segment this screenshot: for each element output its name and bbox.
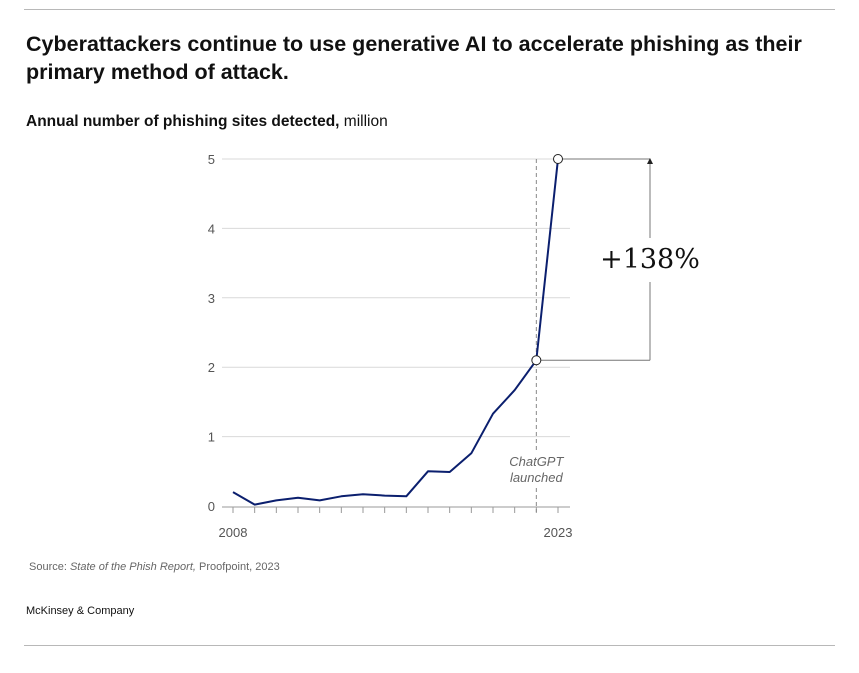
highlighted-data-point [553,154,563,164]
bracket-arrowhead [647,158,653,164]
event-label-background [503,451,570,487]
x-tick-label: 2008 [219,525,248,540]
subtitle-measure: Annual number of phishing sites detected… [26,113,340,130]
y-tick-label: 3 [208,291,215,306]
y-tick-label: 4 [208,221,215,236]
bottom-divider [24,645,835,646]
highlighted-data-point [531,355,542,366]
chart-subtitle: Annual number of phishing sites detected… [26,113,388,131]
y-tick-label: 2 [208,360,215,375]
subtitle-unit: million [339,113,388,130]
source-publisher: Proofpoint, 2023 [195,561,280,573]
source-prefix: Source: [29,561,70,573]
top-divider [24,9,835,10]
series-line [232,158,559,506]
brand-logo-text: McKinsey & Company [26,605,135,617]
growth-label-background [602,238,698,282]
event-label-line1: ChatGPT [509,454,564,469]
source-report: State of the Phish Report, [69,561,196,573]
event-label-line2: launched [510,470,564,485]
growth-label: +138% [600,244,700,275]
y-tick-label: 1 [208,430,215,445]
y-tick-label: 5 [208,152,215,167]
y-tick-label: 0 [208,499,215,514]
source-note: Source: State of the Phish Report, Proof… [29,561,280,573]
x-tick-label: 2023 [544,525,573,540]
chart-title: Cyberattackers continue to use generativ… [26,32,802,84]
